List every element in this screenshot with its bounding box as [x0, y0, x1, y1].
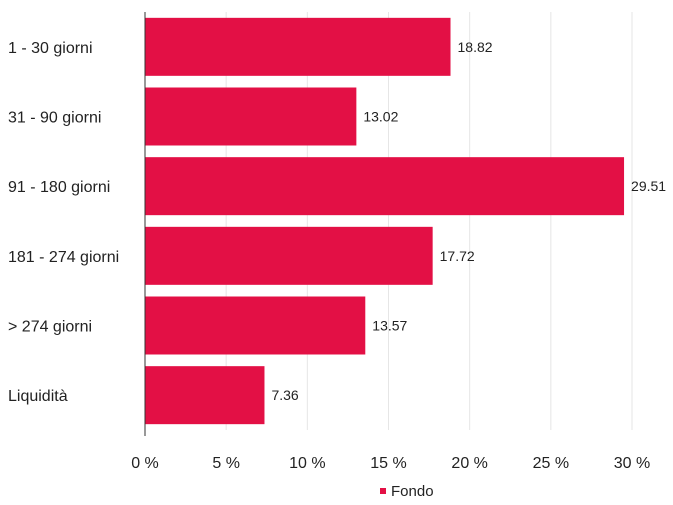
legend: Fondo: [380, 483, 434, 500]
bar-value-label: 7.36: [271, 387, 298, 403]
bar: [145, 226, 433, 285]
x-tick-label: 30 %: [614, 455, 650, 472]
x-tick-label: 25 %: [533, 455, 569, 472]
category-label: 31 - 90 giorni: [8, 110, 101, 127]
x-tick-label: 15 %: [370, 455, 406, 472]
value-labels: 18.82 13.02 29.51 17.72 13.57 7.36: [271, 39, 666, 403]
bar: [145, 157, 625, 216]
bar-value-label: 13.57: [372, 318, 407, 334]
x-tick-label: 5 %: [212, 455, 240, 472]
legend-label: Fondo: [391, 483, 434, 500]
category-label: > 274 giorni: [8, 319, 92, 336]
bars: [145, 17, 625, 425]
bar-value-label: 29.51: [631, 178, 666, 194]
x-tick-label: 20 %: [451, 455, 487, 472]
bar-value-label: 17.72: [440, 248, 475, 264]
bar: [145, 366, 265, 425]
category-label: Liquidità: [8, 388, 68, 405]
legend-swatch: [380, 488, 386, 494]
bar-value-label: 13.02: [363, 109, 398, 125]
grid-lines: [225, 12, 633, 430]
category-label: 1 - 30 giorni: [8, 40, 93, 57]
x-axis-ticks: 0 % 5 % 10 % 15 % 20 % 25 % 30 %: [131, 455, 650, 472]
category-label: 91 - 180 giorni: [8, 179, 110, 196]
bar: [145, 87, 357, 146]
x-tick-label: 0 %: [131, 455, 159, 472]
bar-value-label: 18.82: [458, 39, 493, 55]
x-tick-label: 10 %: [289, 455, 325, 472]
category-label: 181 - 274 giorni: [8, 249, 119, 266]
bar: [145, 296, 366, 355]
bar: [145, 17, 451, 76]
category-labels: 1 - 30 giorni 31 - 90 giorni 91 - 180 gior…: [8, 40, 119, 405]
